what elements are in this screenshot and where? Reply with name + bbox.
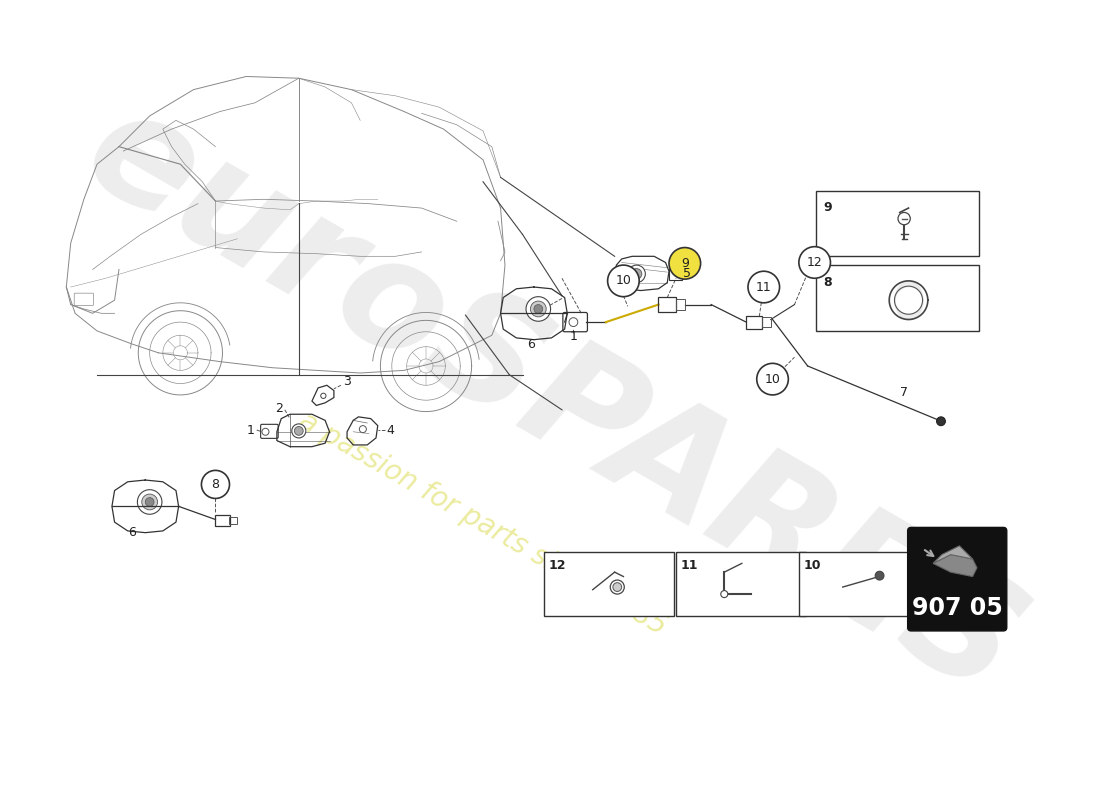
Text: 7: 7 (900, 386, 909, 399)
Text: 11: 11 (756, 281, 771, 294)
FancyBboxPatch shape (908, 527, 1007, 631)
Circle shape (138, 490, 162, 514)
Text: 4: 4 (386, 423, 395, 437)
Circle shape (569, 318, 578, 326)
Circle shape (936, 417, 945, 426)
Circle shape (757, 363, 789, 395)
Text: 12: 12 (806, 256, 823, 269)
Polygon shape (933, 546, 972, 563)
Circle shape (201, 470, 230, 498)
Circle shape (799, 246, 830, 278)
Circle shape (526, 297, 551, 322)
Text: 10: 10 (803, 559, 821, 572)
Circle shape (669, 247, 701, 279)
Text: 1: 1 (248, 423, 255, 437)
Text: 5: 5 (683, 267, 691, 280)
Circle shape (262, 428, 270, 435)
Text: 10: 10 (764, 373, 781, 386)
FancyBboxPatch shape (799, 552, 928, 616)
Text: 8: 8 (211, 478, 220, 491)
Circle shape (613, 582, 621, 591)
Circle shape (631, 269, 641, 279)
Text: 2: 2 (275, 402, 283, 414)
Text: 6: 6 (527, 338, 536, 350)
Text: 10: 10 (616, 274, 631, 287)
Text: 9: 9 (681, 257, 689, 270)
Circle shape (898, 213, 911, 225)
Circle shape (610, 580, 625, 594)
Circle shape (145, 498, 154, 506)
Text: 8: 8 (824, 276, 832, 289)
Circle shape (142, 494, 157, 510)
Text: a passion for parts since 1985: a passion for parts since 1985 (295, 407, 672, 641)
Circle shape (628, 265, 646, 282)
Text: euroSPARES: euroSPARES (60, 74, 1046, 728)
Circle shape (292, 424, 306, 438)
Circle shape (321, 393, 326, 398)
Circle shape (607, 265, 639, 297)
Circle shape (530, 301, 547, 317)
FancyBboxPatch shape (816, 190, 979, 256)
Text: 11: 11 (681, 559, 697, 572)
FancyBboxPatch shape (676, 552, 806, 616)
FancyBboxPatch shape (816, 265, 979, 331)
Text: 1: 1 (570, 330, 578, 342)
FancyBboxPatch shape (544, 552, 674, 616)
Text: 9: 9 (824, 201, 832, 214)
Text: 3: 3 (343, 375, 351, 388)
Circle shape (360, 426, 366, 433)
Circle shape (876, 571, 884, 580)
Circle shape (748, 271, 780, 303)
Circle shape (534, 305, 542, 314)
Text: 12: 12 (549, 559, 566, 572)
Text: 907 05: 907 05 (912, 596, 1002, 620)
Circle shape (720, 590, 728, 598)
Circle shape (295, 426, 304, 435)
Text: 6: 6 (129, 526, 136, 539)
Polygon shape (933, 554, 977, 577)
